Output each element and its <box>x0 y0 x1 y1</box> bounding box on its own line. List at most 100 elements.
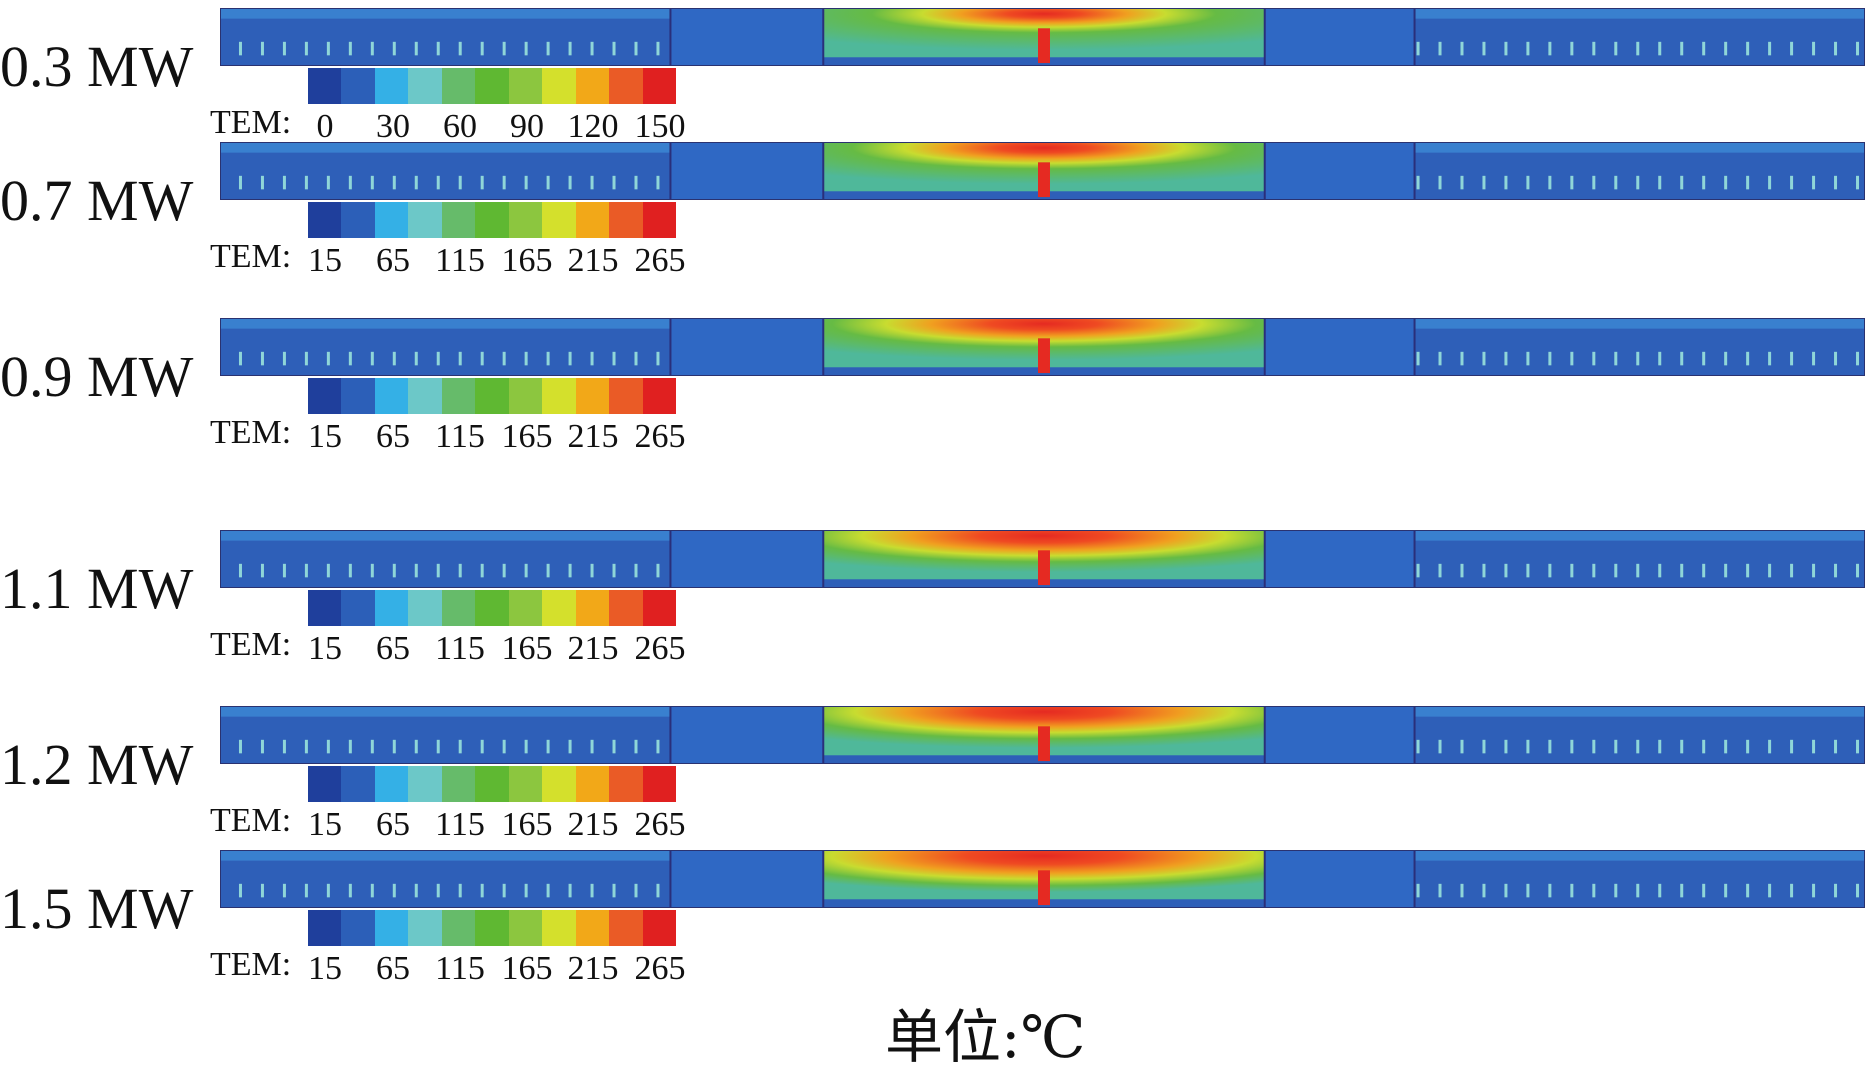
scale-tick-label: 165 <box>501 806 553 843</box>
seat-outline <box>1680 351 1684 366</box>
color-scale-swatch <box>575 202 610 238</box>
color-scale-swatch <box>609 202 643 238</box>
color-scale-swatch <box>441 766 476 802</box>
seat-outline <box>634 883 638 898</box>
seat-outline <box>282 41 286 56</box>
seat-outline <box>304 739 308 754</box>
seat-outline <box>546 41 550 56</box>
seat-outline <box>1812 41 1816 56</box>
color-scale-swatch <box>609 910 643 946</box>
seat-outline <box>1768 175 1772 190</box>
color-scale-swatch <box>341 202 375 238</box>
seat-outline <box>1702 739 1706 754</box>
color-scale-swatch <box>508 202 543 238</box>
seat-outline <box>348 175 352 190</box>
color-scale-swatch <box>542 766 576 802</box>
temperature-field-strip <box>220 706 1865 764</box>
seat-outline <box>260 175 264 190</box>
seat-outline <box>502 351 506 366</box>
seat-outline <box>568 563 572 578</box>
seat-outline <box>1438 351 1442 366</box>
seat-outline <box>348 883 352 898</box>
seat-outline <box>1812 739 1816 754</box>
seat-outline <box>590 563 594 578</box>
seat-outline <box>1416 739 1420 754</box>
seat-outline <box>1724 883 1728 898</box>
seat-outline <box>1482 175 1486 190</box>
seat-outline <box>1834 351 1838 366</box>
seat-outline <box>612 563 616 578</box>
seat-outline <box>370 563 374 578</box>
seat-outline <box>1438 739 1442 754</box>
seat-outline <box>1504 883 1508 898</box>
seat-outline <box>326 175 330 190</box>
scale-tick-label: 65 <box>376 418 410 455</box>
seat-outline <box>326 883 330 898</box>
temperature-field-strip <box>220 142 1865 200</box>
seat-outline <box>1812 563 1816 578</box>
seat-outline <box>414 883 418 898</box>
color-scale-swatch <box>441 68 476 104</box>
scale-tick-label: 115 <box>435 630 485 667</box>
seat-outline <box>260 351 264 366</box>
seat-outline <box>480 563 484 578</box>
seat-outline <box>1812 175 1816 190</box>
color-scale-swatch <box>475 766 509 802</box>
seat-outline <box>260 563 264 578</box>
seat-outline <box>590 41 594 56</box>
color-scale-swatch <box>308 202 342 238</box>
color-scale-bar <box>308 202 676 238</box>
seat-outline <box>1768 563 1772 578</box>
seat-outline <box>1834 41 1838 56</box>
scale-tick-label: 15 <box>308 242 342 279</box>
seat-outline <box>1570 563 1574 578</box>
seat-outline <box>414 739 418 754</box>
seat-outline <box>1702 175 1706 190</box>
scale-tick-label: 115 <box>435 806 485 843</box>
seat-outline <box>1614 563 1618 578</box>
seat-outline <box>480 41 484 56</box>
unit-label: 单位:℃ <box>885 1003 1086 1071</box>
seat-outline <box>502 883 506 898</box>
seat-outline <box>590 883 594 898</box>
color-scale-swatch <box>508 378 543 414</box>
seat-outline <box>1790 883 1794 898</box>
color-scale-swatch <box>642 378 676 414</box>
seat-outline <box>1460 41 1464 56</box>
scale-tick-label: 165 <box>501 418 553 455</box>
seat-outline <box>568 41 572 56</box>
seat-outline <box>1834 739 1838 754</box>
seat-outline <box>1460 351 1464 366</box>
tunnel-section <box>1264 851 1415 907</box>
color-scale-swatch <box>408 68 442 104</box>
seat-outline <box>590 739 594 754</box>
seat-outline <box>458 563 462 578</box>
color-scale-swatch <box>408 766 442 802</box>
seat-outline <box>1548 563 1552 578</box>
seat-outline <box>392 175 396 190</box>
seat-outline <box>1746 563 1750 578</box>
seat-outline <box>1504 563 1508 578</box>
seat-outline <box>1614 739 1618 754</box>
seat-outline <box>1856 883 1860 898</box>
seat-outline <box>392 351 396 366</box>
tunnel-section <box>1264 9 1415 65</box>
color-scale-swatch <box>341 910 375 946</box>
seat-outline <box>656 739 660 754</box>
seat-outline <box>1416 175 1420 190</box>
scale-tick-label: 150 <box>634 108 686 145</box>
seat-outline <box>1460 175 1464 190</box>
scale-tick-label: 215 <box>567 242 619 279</box>
color-scale-swatch <box>308 590 342 626</box>
seat-outline <box>392 883 396 898</box>
color-scale-swatch <box>408 910 442 946</box>
color-scale-swatch <box>542 910 576 946</box>
seat-outline <box>1526 175 1530 190</box>
seat-outline <box>238 351 242 366</box>
color-scale-swatch <box>642 590 676 626</box>
color-scale-swatch <box>308 910 342 946</box>
scale-tick-label: 15 <box>308 630 342 667</box>
seat-outline <box>1460 883 1464 898</box>
scale-tick-label: 265 <box>634 418 686 455</box>
tunnel-section <box>670 707 824 763</box>
